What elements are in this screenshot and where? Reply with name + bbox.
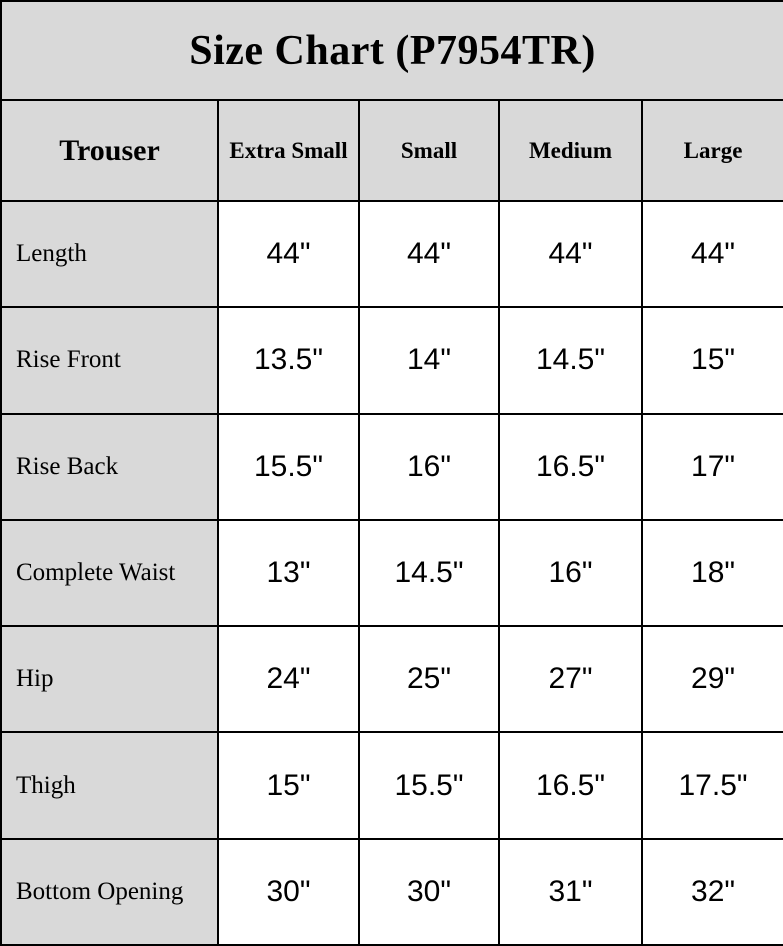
row-label: Complete Waist [0, 518, 219, 628]
value-cell: 44" [640, 199, 783, 309]
table-row-rise-back: Rise Back 15.5" 16" 16.5" 17" [0, 412, 783, 521]
column-header-extra-small: Extra Small [217, 99, 360, 202]
value-cell: 32" [640, 837, 783, 946]
column-header-medium: Medium [498, 99, 643, 202]
value-cell: 17.5" [640, 731, 783, 840]
value-cell: 15" [640, 306, 783, 415]
value-cell: 17" [640, 412, 783, 521]
value-cell: 27" [498, 625, 643, 734]
corner-label: Trouser [0, 99, 219, 202]
value-cell: 44" [217, 199, 360, 309]
value-cell: 15" [217, 731, 360, 840]
table-row-thigh: Thigh 15" 15.5" 16.5" 17.5" [0, 731, 783, 840]
table-row-length: Length 44" 44" 44" 44" [0, 199, 783, 309]
row-label: Hip [0, 625, 219, 734]
value-cell: 16" [498, 518, 643, 628]
table-row-hip: Hip 24" 25" 27" 29" [0, 625, 783, 734]
value-cell: 16.5" [498, 412, 643, 521]
title-row: Size Chart (P7954TR) [0, 0, 783, 101]
column-header-large: Large [640, 99, 783, 202]
value-cell: 30" [358, 837, 500, 946]
value-cell: 31" [498, 837, 643, 946]
row-label: Length [0, 199, 219, 309]
value-cell: 14.5" [358, 518, 500, 628]
value-cell: 14" [358, 306, 500, 415]
table-row-complete-waist: Complete Waist 13" 14.5" 16" 18" [0, 518, 783, 628]
value-cell: 15.5" [358, 731, 500, 840]
row-label: Bottom Opening [0, 837, 219, 946]
value-cell: 15.5" [217, 412, 360, 521]
table-row-bottom-opening: Bottom Opening 30" 30" 31" 32" [0, 837, 783, 946]
chart-title: Size Chart (P7954TR) [0, 0, 783, 101]
value-cell: 25" [358, 625, 500, 734]
header-row: Trouser Extra Small Small Medium Large [0, 99, 783, 202]
value-cell: 24" [217, 625, 360, 734]
value-cell: 44" [498, 199, 643, 309]
row-label: Rise Back [0, 412, 219, 521]
value-cell: 16.5" [498, 731, 643, 840]
value-cell: 14.5" [498, 306, 643, 415]
row-label: Thigh [0, 731, 219, 840]
value-cell: 13" [217, 518, 360, 628]
row-label: Rise Front [0, 306, 219, 415]
value-cell: 18" [640, 518, 783, 628]
column-header-small: Small [358, 99, 500, 202]
value-cell: 44" [358, 199, 500, 309]
value-cell: 29" [640, 625, 783, 734]
value-cell: 30" [217, 837, 360, 946]
table-row-rise-front: Rise Front 13.5" 14" 14.5" 15" [0, 306, 783, 415]
value-cell: 13.5" [217, 306, 360, 415]
value-cell: 16" [358, 412, 500, 521]
